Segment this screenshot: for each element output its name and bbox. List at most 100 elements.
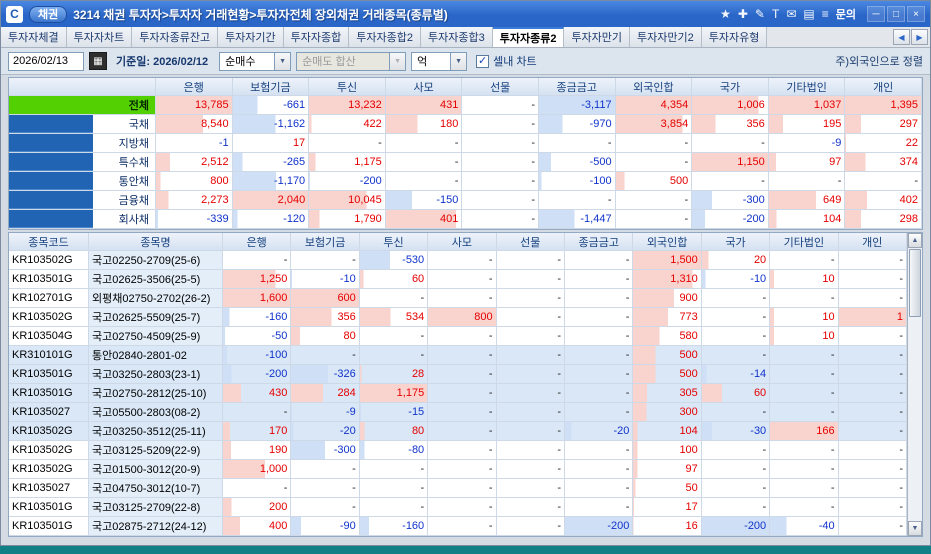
value-cell: -: [701, 289, 771, 308]
detail-row[interactable]: KR310101G 통안02840-2801-02 -100- - - - -500- - -: [9, 346, 907, 365]
value-cell: -40: [770, 517, 839, 536]
detail-row[interactable]: KR103502G 국고03250-3512(25-11) 170 -20 80- - -2…: [9, 422, 907, 441]
summary-row-전체[interactable]: 전체 13,785 -661 13,232 431- -3,117 4,354 1,006 1,…: [9, 96, 922, 115]
column-header: 보험기금: [291, 233, 360, 251]
detail-row[interactable]: KR103501G 국고02875-2712(24-12) 400 -90 -160- -…: [9, 517, 907, 536]
detail-row[interactable]: KR1035027 국고04750-3012(10-7) - - - - - -50- - -: [9, 479, 907, 498]
value-cell: -: [768, 172, 846, 191]
maximize-button[interactable]: □: [887, 6, 905, 22]
menu-icon[interactable]: ≡: [821, 7, 829, 21]
cell-chart-checkbox[interactable]: ✓ 셀내 차트: [476, 53, 537, 69]
tabs-scroll-right-button[interactable]: ▶: [911, 29, 928, 45]
value-cell: -: [428, 479, 497, 498]
tab-투자자종합2[interactable]: 투자자종합2: [349, 27, 421, 47]
row-label: 지방채: [9, 134, 156, 153]
value-cell: 10: [770, 270, 839, 289]
summary-row-통안채[interactable]: 통안채 800 -1,170 -200- - -100 500- - -: [9, 172, 922, 191]
value-cell: -: [291, 251, 360, 270]
value-cell: -20: [565, 422, 634, 441]
scroll-down-button[interactable]: ▼: [908, 521, 922, 536]
tab-투자자만기2[interactable]: 투자자만기2: [630, 27, 702, 47]
memo-icon[interactable]: ✎: [754, 7, 765, 21]
detail-row[interactable]: KR103502G 국고02250-2709(25-6) - - -530- - -1,50…: [9, 251, 907, 270]
value-cell: -1: [156, 134, 233, 153]
tab-투자자기간[interactable]: 투자자기간: [218, 27, 284, 47]
cell-chart-label: 셀내 차트: [493, 56, 537, 68]
bond-name-cell: 국고04750-3012(10-7): [89, 479, 223, 498]
detail-row[interactable]: KR103501G 국고03125-2709(22-8) 200- - - - -17- - -: [9, 498, 907, 517]
value-cell: -: [496, 422, 565, 441]
value-cell: -: [496, 327, 565, 346]
bond-code-cell: KR102701G: [9, 289, 89, 308]
value-cell: -: [565, 289, 634, 308]
summary-row-회사채[interactable]: 회사채 -339 -120 1,790 401- -1,447- -200 104 298: [9, 210, 922, 229]
detail-row[interactable]: KR102701G 외평채02750-2702(26-2) 1,600 600- - - -…: [9, 289, 907, 308]
print-icon[interactable]: ▤: [803, 7, 815, 21]
value-cell: 649: [768, 191, 846, 210]
column-header: 종금금고: [538, 78, 616, 96]
tab-투자자체결[interactable]: 투자자체결: [1, 27, 67, 47]
bond-name-cell: 외평채02750-2702(26-2): [89, 289, 223, 308]
detail-row[interactable]: KR1035027 국고05500-2803(08-2) - -9 -15- - -300-…: [9, 403, 907, 422]
value-cell: -: [692, 134, 769, 153]
tab-투자자차트[interactable]: 투자자차트: [66, 27, 133, 47]
favorite-icon[interactable]: ★: [720, 7, 731, 21]
value-cell: 422: [309, 115, 386, 134]
value-cell: -: [462, 191, 539, 210]
row-label: 금융채: [9, 191, 156, 210]
unit-select[interactable]: 억 ▼: [411, 51, 468, 71]
scroll-up-button[interactable]: ▲: [908, 233, 922, 248]
font-icon[interactable]: T: [771, 7, 780, 21]
row-label-text: 국채: [128, 119, 149, 131]
vertical-scrollbar[interactable]: ▲ ▼: [907, 233, 922, 536]
tab-투자자종합[interactable]: 투자자종합: [283, 27, 350, 47]
bond-code-cell: KR310101G: [9, 346, 89, 365]
detail-row[interactable]: KR103502G 국고03125-5209(22-9) 190 -300 -80- - -…: [9, 441, 907, 460]
summary-row-금융채[interactable]: 금융채 2,273 2,040 10,045 -150- - - -300 649 402: [9, 191, 922, 210]
detail-row[interactable]: KR103502G 국고01500-3012(20-9) 1,000- - - - -97-…: [9, 460, 907, 479]
value-cell: -20: [291, 422, 360, 441]
unit-select-value: 억: [417, 56, 428, 68]
tab-투자자만기[interactable]: 투자자만기: [564, 27, 631, 47]
date-input[interactable]: 2026/02/13: [8, 51, 84, 71]
value-cell: 1,310: [633, 270, 702, 289]
value-cell: 1,600: [223, 289, 292, 308]
bond-name-cell: 국고02750-4509(25-9): [89, 327, 223, 346]
bond-name-cell: 국고02250-2709(25-6): [89, 251, 223, 270]
inquiry-button[interactable]: 문의: [835, 9, 856, 21]
value-cell: -9: [291, 403, 360, 422]
summary-row-특수채[interactable]: 특수채 2,512 -265 1,175- - -500-1,150 97 374: [9, 153, 922, 172]
value-cell: -: [385, 153, 463, 172]
net-buy-select[interactable]: 순매수 ▼: [219, 51, 292, 71]
value-cell: -: [615, 153, 693, 172]
tab-투자자종류2[interactable]: 투자자종류2: [492, 27, 565, 47]
bond-code-cell: KR103502G: [9, 422, 89, 441]
detail-row[interactable]: KR103504G 국고02750-4509(25-9) -50 80- - - -580-…: [9, 327, 907, 346]
value-cell: -: [615, 134, 693, 153]
detail-row[interactable]: KR103502G 국고02625-5509(25-7) -160 356 534 800…: [9, 308, 907, 327]
scrollbar-thumb[interactable]: [909, 249, 921, 317]
value-cell: 1,395: [845, 96, 922, 115]
value-cell: -160: [359, 517, 429, 536]
tab-투자자유형[interactable]: 투자자유형: [701, 27, 768, 47]
detail-row[interactable]: KR103501G 국고02625-3506(25-5) 1,250 -10 60- - -…: [9, 270, 907, 289]
detail-row[interactable]: KR103501G 국고03250-2803(23-1) -200 -326 28- - -…: [9, 365, 907, 384]
summary-row-국채[interactable]: 국채 8,540 -1,162 422 180- -970 3,854 356 195 297: [9, 115, 922, 134]
value-cell: -: [428, 517, 497, 536]
tab-투자자종류잔고[interactable]: 투자자종류잔고: [132, 27, 219, 47]
value-cell: 500: [633, 346, 702, 365]
capture-icon[interactable]: ✚: [737, 7, 748, 21]
detail-row[interactable]: KR103501G 국고02750-2812(25-10) 430 284 1,175-…: [9, 384, 907, 403]
row-label-text: 금융채: [118, 195, 149, 207]
mail-icon[interactable]: ✉: [786, 7, 797, 21]
close-button[interactable]: ×: [907, 6, 925, 22]
tabs-scroll-left-button[interactable]: ◀: [893, 29, 910, 45]
value-cell: -200: [223, 365, 292, 384]
tab-투자자종합3[interactable]: 투자자종합3: [421, 27, 493, 47]
summary-row-지방채[interactable]: 지방채 -1 17- - - - - - -9 22: [9, 134, 922, 153]
value-cell: -: [462, 96, 539, 115]
value-cell: 170: [223, 422, 292, 441]
value-cell: -: [462, 115, 539, 134]
calendar-button[interactable]: ▦: [89, 52, 107, 70]
minimize-button[interactable]: ─: [867, 6, 885, 22]
